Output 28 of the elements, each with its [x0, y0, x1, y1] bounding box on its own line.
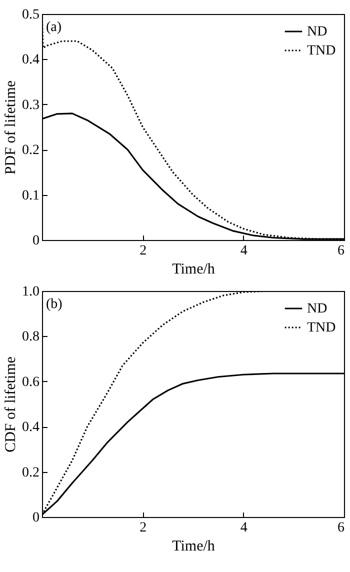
x-tick-label: 2: [140, 244, 147, 258]
x-axis-title: Time/h: [172, 538, 216, 554]
x-tick-label: 6: [338, 244, 344, 258]
y-tick-label: 0.2: [22, 143, 40, 158]
legend-label: TND: [307, 44, 336, 58]
y-axis-title: CDF of lifetime: [3, 356, 19, 452]
y-tick-label: 0: [32, 510, 40, 526]
legend-label: ND: [307, 24, 328, 40]
annotation: (b): [46, 297, 63, 312]
y-tick-label: 0.4: [22, 420, 40, 436]
y-tick-label: 0.8: [22, 330, 40, 345]
y-axis-title: PDF of lifetime: [3, 80, 19, 175]
x-tick-label: 2: [140, 520, 147, 536]
x-tick-label: 4: [240, 520, 248, 536]
y-tick-label: 0.3: [22, 98, 40, 113]
y-tick-label: 0.2: [22, 465, 40, 480]
x-tick-label: 6: [338, 520, 344, 536]
y-tick-label: 0.4: [22, 52, 40, 68]
legend-label: ND: [307, 302, 328, 316]
x-axis-title: Time/h: [172, 262, 216, 278]
y-tick-label: 0.1: [22, 188, 40, 204]
y-tick-label: 0.5: [22, 8, 40, 22]
annotation: (a): [46, 20, 62, 35]
y-tick-label: 0: [32, 234, 40, 248]
y-tick-label: 0.6: [22, 374, 40, 390]
y-tick-label: 1.0: [22, 284, 40, 300]
legend-label: TND: [307, 320, 336, 336]
x-tick-label: 4: [240, 244, 248, 258]
